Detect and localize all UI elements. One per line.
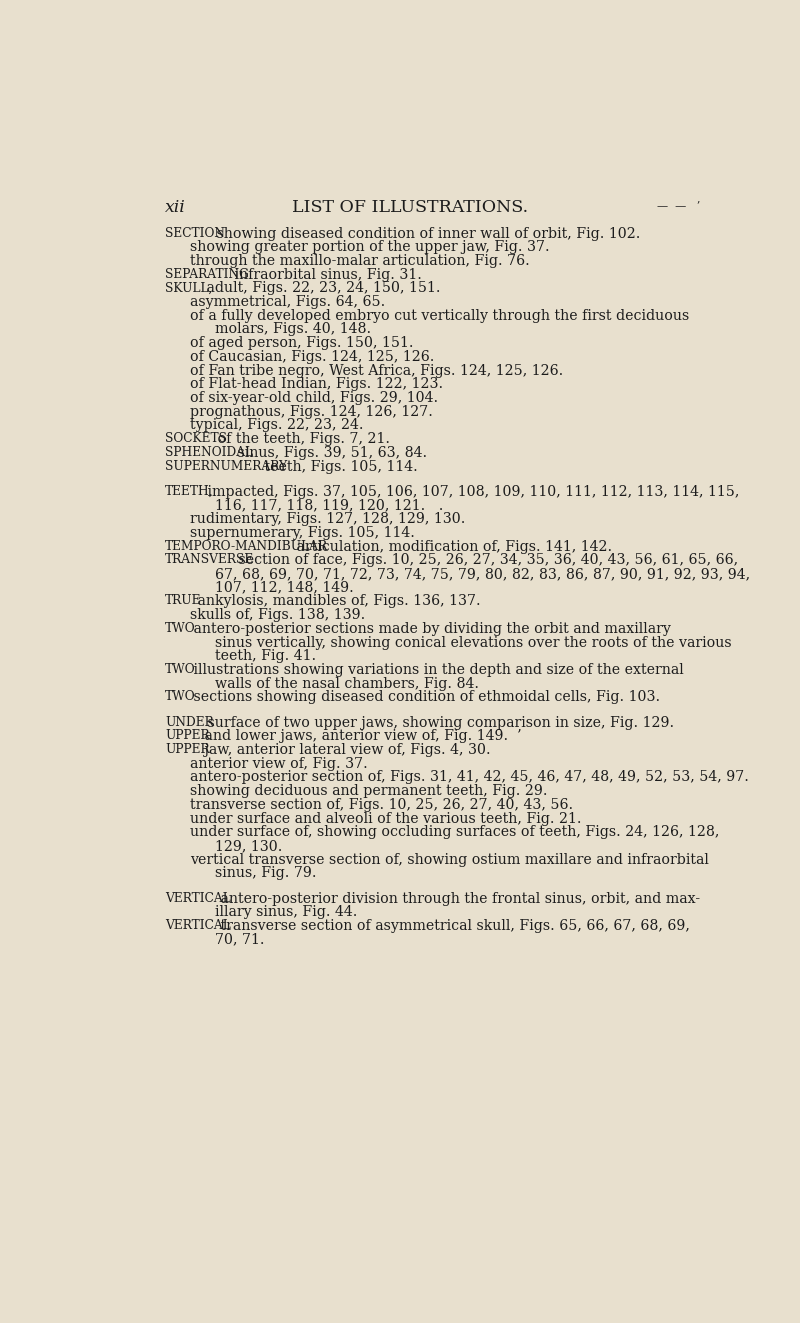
Text: antero-posterior division through the frontal sinus, orbit, and max-: antero-posterior division through the fr… (216, 892, 700, 906)
Text: TRUE: TRUE (165, 594, 202, 607)
Text: antero-posterior sections made by dividing the orbit and maxillary: antero-posterior sections made by dividi… (189, 622, 670, 636)
Text: rudimentary, Figs. 127, 128, 129, 130.: rudimentary, Figs. 127, 128, 129, 130. (190, 512, 466, 527)
Text: molars, Figs. 40, 148.: molars, Figs. 40, 148. (214, 323, 371, 336)
Text: SOCKETS: SOCKETS (165, 433, 227, 445)
Text: VERTICAL: VERTICAL (165, 919, 231, 933)
Text: TRANSVERSE: TRANSVERSE (165, 553, 254, 566)
Text: showing deciduous and permanent teeth, Fig. 29.: showing deciduous and permanent teeth, F… (190, 785, 547, 798)
Text: anterior view of, Fig. 37.: anterior view of, Fig. 37. (190, 757, 368, 771)
Text: impacted, Figs. 37, 105, 106, 107, 108, 109, 110, 111, 112, 113, 114, 115,: impacted, Figs. 37, 105, 106, 107, 108, … (202, 484, 739, 499)
Text: UPPER: UPPER (165, 729, 210, 742)
Text: sinus vertically, showing conical elevations over the roots of the various: sinus vertically, showing conical elevat… (214, 635, 731, 650)
Text: TWO: TWO (165, 663, 196, 676)
Text: 116, 117, 118, 119, 120, 121.   .: 116, 117, 118, 119, 120, 121. . (214, 499, 443, 512)
Text: SKULL,: SKULL, (165, 282, 213, 294)
Text: adult, Figs. 22, 23, 24, 150, 151.: adult, Figs. 22, 23, 24, 150, 151. (202, 282, 440, 295)
Text: sinus, Figs. 39, 51, 63, 84.: sinus, Figs. 39, 51, 63, 84. (234, 446, 427, 460)
Text: of aged person, Figs. 150, 151.: of aged person, Figs. 150, 151. (190, 336, 414, 351)
Text: 70, 71.: 70, 71. (214, 933, 264, 947)
Text: SECTION: SECTION (165, 226, 225, 239)
Text: TEETH,: TEETH, (165, 484, 214, 497)
Text: SPHENOIDAL: SPHENOIDAL (165, 446, 254, 459)
Text: 107, 112, 148, 149.: 107, 112, 148, 149. (214, 581, 354, 595)
Text: of Caucasian, Figs. 124, 125, 126.: of Caucasian, Figs. 124, 125, 126. (190, 349, 434, 364)
Text: teeth, Figs. 105, 114.: teeth, Figs. 105, 114. (260, 459, 418, 474)
Text: UNDER: UNDER (165, 716, 214, 729)
Text: and lower jaws, anterior view of, Fig. 149.  ’: and lower jaws, anterior view of, Fig. 1… (200, 729, 522, 744)
Text: surface of two upper jaws, showing comparison in size, Fig. 129.: surface of two upper jaws, showing compa… (203, 716, 674, 729)
Text: under surface and alveoli of the various teeth, Fig. 21.: under surface and alveoli of the various… (190, 811, 582, 826)
Text: LIST OF ILLUSTRATIONS.: LIST OF ILLUSTRATIONS. (292, 198, 528, 216)
Text: jaw, anterior lateral view of, Figs. 4, 30.: jaw, anterior lateral view of, Figs. 4, … (200, 744, 490, 757)
Text: ankylosis, mandibles of, Figs. 136, 137.: ankylosis, mandibles of, Figs. 136, 137. (194, 594, 481, 609)
Text: vertical transverse section of, showing ostium maxillare and infraorbital: vertical transverse section of, showing … (190, 853, 709, 867)
Text: through the maxillo-malar articulation, Fig. 76.: through the maxillo-malar articulation, … (190, 254, 530, 269)
Text: asymmetrical, Figs. 64, 65.: asymmetrical, Figs. 64, 65. (190, 295, 385, 310)
Text: articulation, modification of, Figs. 141, 142.: articulation, modification of, Figs. 141… (291, 540, 612, 553)
Text: antero-posterior section of, Figs. 31, 41, 42, 45, 46, 47, 48, 49, 52, 53, 54, 9: antero-posterior section of, Figs. 31, 4… (190, 770, 749, 785)
Text: showing greater portion of the upper jaw, Fig. 37.: showing greater portion of the upper jaw… (190, 241, 550, 254)
Text: infraorbital sinus, Fig. 31.: infraorbital sinus, Fig. 31. (230, 267, 422, 282)
Text: of six-year-old child, Figs. 29, 104.: of six-year-old child, Figs. 29, 104. (190, 392, 438, 405)
Text: of the teeth, Figs. 7, 21.: of the teeth, Figs. 7, 21. (213, 433, 390, 446)
Text: 67, 68, 69, 70, 71, 72, 73, 74, 75, 79, 80, 82, 83, 86, 87, 90, 91, 92, 93, 94,: 67, 68, 69, 70, 71, 72, 73, 74, 75, 79, … (214, 568, 750, 581)
Text: skulls of, Figs. 138, 139.: skulls of, Figs. 138, 139. (190, 609, 365, 622)
Text: TEMPORO-MANDIBULAR: TEMPORO-MANDIBULAR (165, 540, 328, 553)
Text: of a fully developed embryo cut vertically through the first deciduous: of a fully developed embryo cut vertical… (190, 308, 689, 323)
Text: sinus, Fig. 79.: sinus, Fig. 79. (214, 867, 316, 880)
Text: VERTICAL: VERTICAL (165, 892, 231, 905)
Text: of Fan tribe negro, West Africa, Figs. 124, 125, 126.: of Fan tribe negro, West Africa, Figs. 1… (190, 364, 563, 377)
Text: SUPERNUMERARY: SUPERNUMERARY (165, 459, 287, 472)
Text: typical, Figs. 22, 23, 24.: typical, Figs. 22, 23, 24. (190, 418, 363, 433)
Text: section of face, Figs. 10, 25, 26, 27, 34, 35, 36, 40, 43, 56, 61, 65, 66,: section of face, Figs. 10, 25, 26, 27, 3… (234, 553, 738, 568)
Text: sections showing diseased condition of ethmoidal cells, Fig. 103.: sections showing diseased condition of e… (189, 691, 660, 704)
Text: 129, 130.: 129, 130. (214, 839, 282, 853)
Text: TWO: TWO (165, 691, 196, 704)
Text: supernumerary, Figs. 105, 114.: supernumerary, Figs. 105, 114. (190, 527, 414, 540)
Text: TWO: TWO (165, 622, 196, 635)
Text: —  —   ’: — — ’ (658, 201, 701, 212)
Text: walls of the nasal chambers, Fig. 84.: walls of the nasal chambers, Fig. 84. (214, 676, 478, 691)
Text: xii: xii (165, 198, 186, 216)
Text: UPPER: UPPER (165, 744, 210, 755)
Text: teeth, Fig. 41.: teeth, Fig. 41. (214, 650, 316, 663)
Text: showing diseased condition of inner wall of orbit, Fig. 102.: showing diseased condition of inner wall… (211, 226, 640, 241)
Text: transverse section of asymmetrical skull, Figs. 65, 66, 67, 68, 69,: transverse section of asymmetrical skull… (216, 919, 690, 933)
Text: under surface of, showing occluding surfaces of teeth, Figs. 24, 126, 128,: under surface of, showing occluding surf… (190, 826, 719, 839)
Text: transverse section of, Figs. 10, 25, 26, 27, 40, 43, 56.: transverse section of, Figs. 10, 25, 26,… (190, 798, 573, 812)
Text: illustrations showing variations in the depth and size of the external: illustrations showing variations in the … (189, 663, 683, 677)
Text: SEPARATING: SEPARATING (165, 267, 249, 280)
Text: illary sinus, Fig. 44.: illary sinus, Fig. 44. (214, 905, 357, 919)
Text: of Flat-head Indian, Figs. 122, 123.: of Flat-head Indian, Figs. 122, 123. (190, 377, 443, 392)
Text: prognathous, Figs. 124, 126, 127.: prognathous, Figs. 124, 126, 127. (190, 405, 433, 418)
